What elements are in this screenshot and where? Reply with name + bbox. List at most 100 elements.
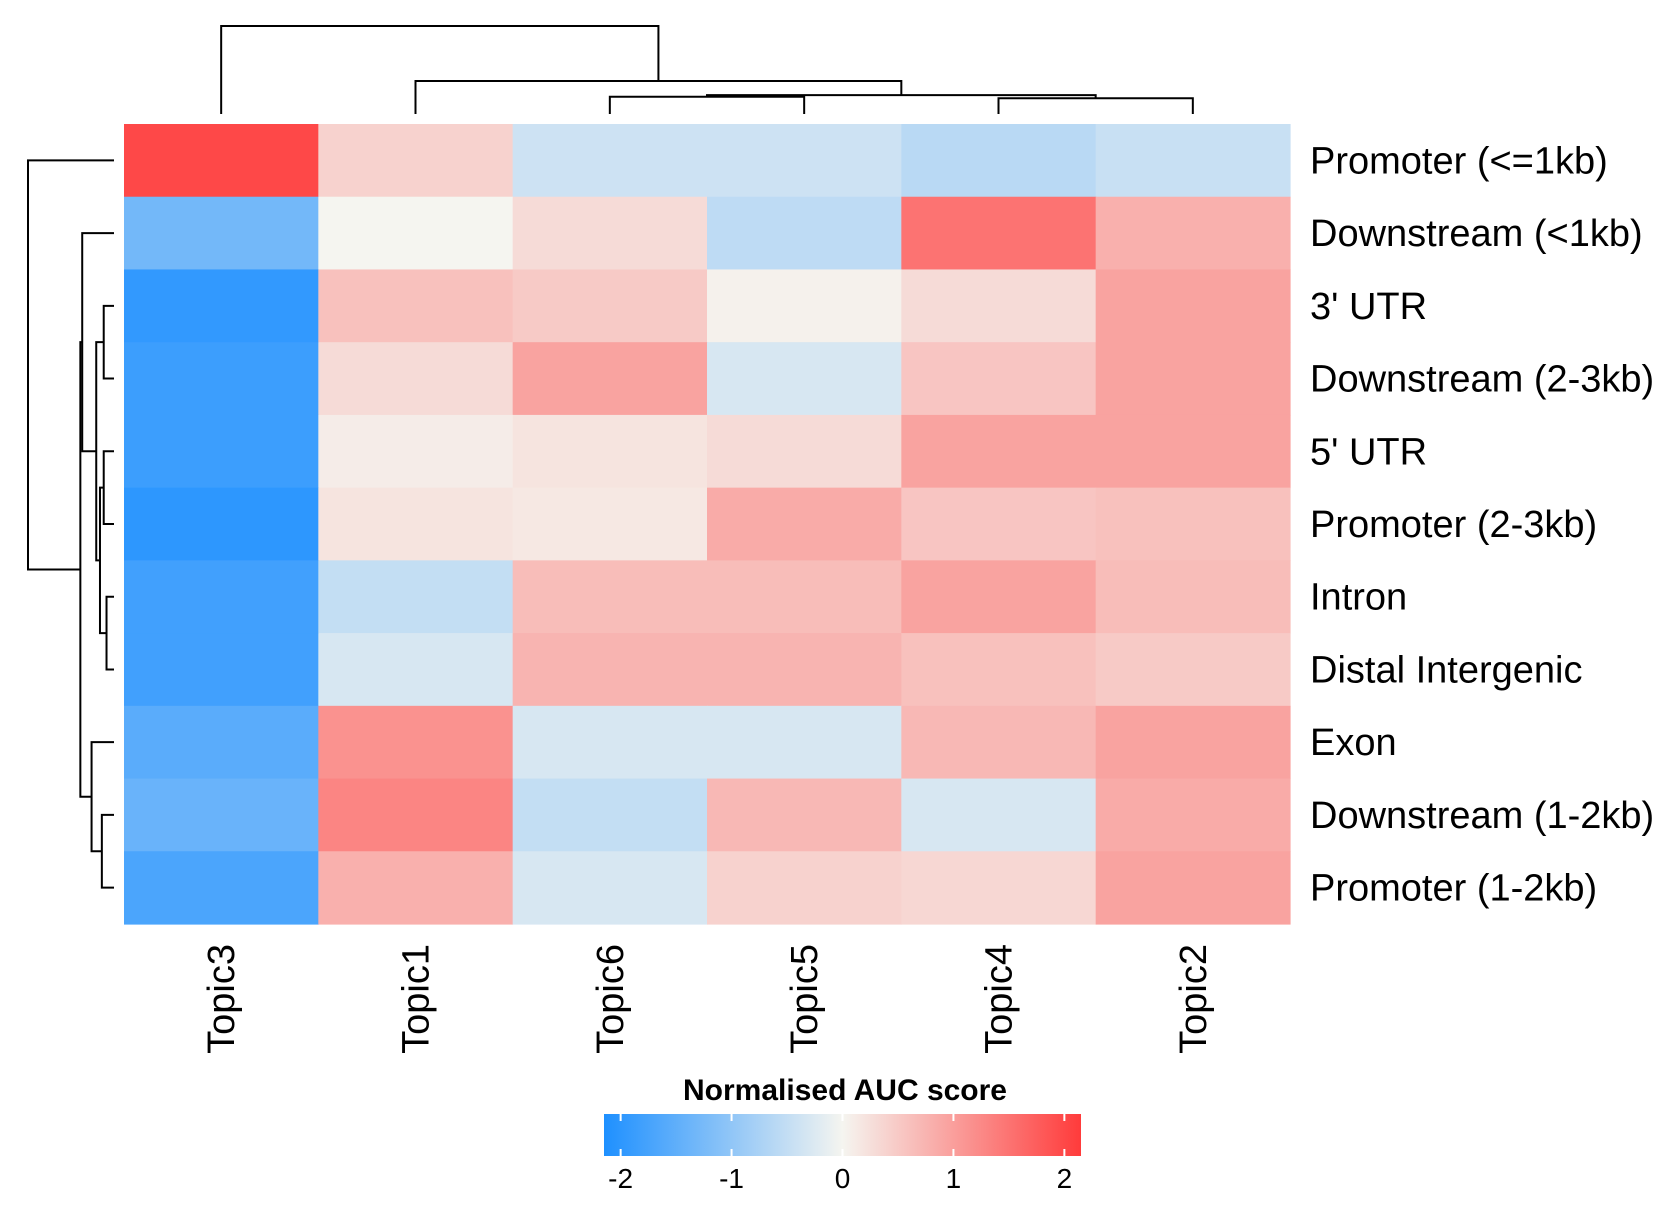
row-label: Promoter (2-3kb) [1310,504,1597,546]
heatmap-cell [512,124,708,198]
row-label: Distal Intergenic [1310,649,1582,691]
legend-tick-label: -2 [608,1163,633,1194]
column-label: Topic1 [396,944,438,1054]
heatmap-cell [707,196,902,271]
heatmap-cell [318,414,514,489]
heatmap-cell [901,414,1097,489]
legend-tick-label: 1 [946,1163,962,1194]
heatmap-cell [707,342,902,416]
heatmap-cell [318,633,514,707]
heatmap-cell [1095,487,1291,561]
column-dendrogram-link [997,97,1194,114]
heatmap-cell [1095,778,1291,852]
heatmap-cell [707,487,902,561]
heatmap-cell [1095,851,1291,925]
heatmap-cell [901,342,1097,416]
heatmap-cell [707,560,902,634]
row-label: Downstream (1-2kb) [1310,795,1654,837]
heatmap-cell [707,851,902,925]
column-label: Topic4 [979,944,1021,1054]
heatmap-cell [901,705,1097,780]
heatmap-cell [318,560,514,634]
heatmap-cell [512,705,708,780]
legend-title: Normalised AUC score [683,1074,1007,1107]
heatmap-cell [901,124,1097,198]
heatmap-cell [124,124,319,198]
heatmap-cell [124,342,319,416]
heatmap-cells [124,124,1291,925]
row-label: Promoter (<=1kb) [1310,140,1608,182]
legend-tick-label: 2 [1057,1163,1073,1194]
heatmap-cell [124,778,319,852]
heatmap-cell [707,633,902,707]
heatmap-cell [1095,342,1291,416]
color-legend: Normalised AUC score -2 -1 0 1 2 [604,1074,1081,1194]
heatmap-cell [318,705,514,780]
column-label: Topic2 [1173,944,1215,1054]
heatmap-cell [512,778,708,852]
row-label: Downstream (<1kb) [1310,213,1643,255]
heatmap-cell [124,851,319,925]
row-dendrogram-link [102,304,114,380]
heatmap-cell [901,633,1097,707]
heatmap-cell [901,269,1097,343]
row-label: 3' UTR [1310,286,1427,328]
heatmap-cell [901,560,1097,634]
heatmap-cell [318,124,514,198]
heatmap-cell [124,196,319,271]
heatmap-cell [1095,705,1291,780]
legend-tick-label: 0 [835,1163,851,1194]
heatmap-cell [1095,414,1291,489]
heatmap-cell [124,560,319,634]
heatmap-cell [707,414,902,489]
heatmap-cell [124,705,319,780]
heatmap-cell [1095,196,1291,271]
heatmap-cell [318,851,514,925]
heatmap-cell [512,414,708,489]
heatmap-cell [901,851,1097,925]
heatmap-cell [318,778,514,852]
heatmap-cell [512,851,708,925]
row-dendrogram-link [27,159,114,571]
heatmap-cell [124,414,319,489]
heatmap-cell [901,487,1097,561]
heatmap-cell [707,124,902,198]
row-dendrogram-link [102,450,114,525]
column-labels: Topic3 Topic1 Topic6 Topic5 Topic4 Topic2 [201,944,1215,1054]
heatmap-cell [318,269,514,343]
heatmap-cell [707,269,902,343]
heatmap-cell [124,487,319,561]
row-dendrogram-link [105,595,114,671]
heatmap-cell [124,269,319,343]
row-label: Exon [1310,722,1397,764]
heatmap-cell [1095,124,1291,198]
row-labels: Promoter (<=1kb) Downstream (<1kb) 3' UTR D… [1310,140,1654,909]
column-label: Topic3 [201,944,243,1054]
column-label: Topic5 [784,944,826,1054]
heatmap-cell [707,705,902,780]
heatmap-cell [318,196,514,271]
column-dendrogram-link [220,25,660,114]
heatmap-cell [318,487,514,561]
heatmap-cell [901,196,1097,271]
heatmap-cell [318,342,514,416]
heatmap-cell [1095,560,1291,634]
row-dendrogram-link [100,813,114,889]
row-label: Downstream (2-3kb) [1310,359,1654,401]
legend-tick-label: -1 [719,1163,744,1194]
legend-ticks: -2 -1 0 1 2 [608,1114,1072,1194]
column-dendrogram [220,25,1194,114]
heatmap-cell [901,778,1097,852]
row-dendrogram [27,159,114,889]
heatmap-cell [512,342,708,416]
column-label: Topic6 [590,944,632,1054]
heatmap-cell [1095,269,1291,343]
heatmap-cell [1095,633,1291,707]
heatmap-cell [124,633,319,707]
heatmap-cell [512,560,708,634]
row-label: Promoter (1-2kb) [1310,868,1597,910]
heatmap-cell [707,778,902,852]
heatmap-cell [512,487,708,561]
